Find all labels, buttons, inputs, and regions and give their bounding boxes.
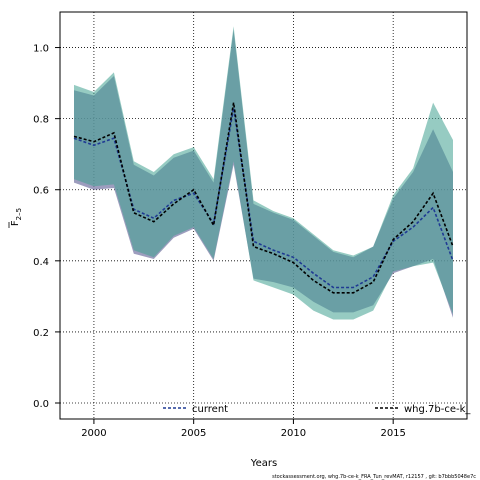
series-line-current (73, 107, 454, 289)
x-tick-label: 2010 (281, 428, 306, 439)
confidence-band-whg (74, 26, 453, 320)
x-tick-label: 2005 (181, 428, 206, 439)
y-axis-label-main: F (10, 220, 21, 226)
y-tick-label: 0.8 (33, 115, 49, 126)
y-tick-label: 1.0 (33, 44, 49, 55)
legend-label-whg: whg.7b-ce-k_ (404, 404, 471, 415)
y-axis: 0.0 0.2 0.4 0.6 0.8 1.0 (33, 44, 60, 410)
legend-label-current: current (192, 404, 228, 415)
y-tick-label: 0.4 (33, 257, 49, 268)
x-tick-label: 2000 (81, 428, 106, 439)
confidence-bands (74, 26, 453, 320)
legend: current whg.7b-ce-k_ (163, 404, 471, 415)
y-axis-label: F2–5 (8, 208, 23, 228)
x-tick-label: 2015 (380, 428, 405, 439)
plot-frame (59, 11, 468, 420)
svg-text:F2–5: F2–5 (10, 208, 23, 226)
x-axis: 2000 2005 2010 2015 (81, 419, 406, 439)
y-tick-label: 0.2 (33, 328, 49, 339)
y-tick-label: 0.0 (33, 399, 49, 410)
x-axis-label: Years (250, 458, 277, 469)
footnote: stockassessment.org, whg.7b-ce-k_FRA_Tun… (272, 474, 476, 480)
series-lines (73, 102, 454, 294)
y-tick-label: 0.6 (33, 186, 49, 197)
y-axis-label-sub: 2–5 (15, 208, 23, 220)
